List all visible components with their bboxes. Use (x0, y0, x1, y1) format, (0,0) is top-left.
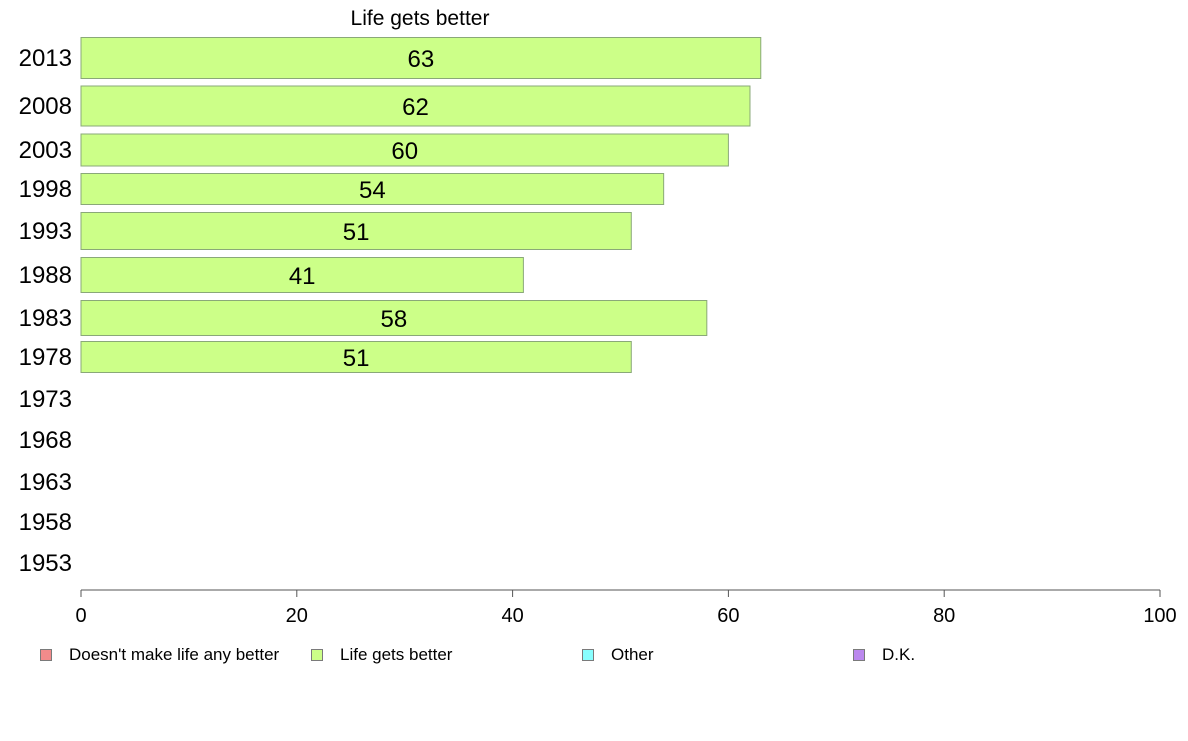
data-label-2013: 63 (408, 46, 435, 73)
legend-label: D.K. (882, 645, 916, 664)
category-label-1988: 1988 (19, 262, 72, 289)
bar-2008 (80, 85, 751, 127)
data-label-1983: 58 (381, 306, 408, 333)
data-label-2003: 60 (391, 138, 418, 165)
category-label-1968: 1968 (19, 427, 72, 454)
x-axis: 0 20 40 60 80 100 (75, 589, 1177, 627)
legend-label: Other (611, 645, 654, 664)
category-label-1953: 1953 (19, 550, 72, 577)
bar-2013 (80, 37, 762, 79)
category-label-1993: 1993 (19, 218, 72, 245)
bar-2003 (80, 133, 729, 167)
category-label-2003: 2003 (19, 137, 72, 164)
category-label-1998: 1998 (19, 176, 72, 203)
legend-swatch (40, 649, 52, 661)
bar-1983 (80, 300, 708, 336)
x-tick-label-60: 60 (717, 605, 739, 627)
legend-swatch (311, 649, 323, 661)
bar-1978 (80, 341, 632, 373)
x-tick-label-80: 80 (933, 605, 955, 627)
x-tick-label-100: 100 (1143, 605, 1176, 627)
legend-item-other: Other (582, 645, 654, 665)
bar-1993 (80, 212, 632, 250)
data-label-1988: 41 (289, 263, 316, 290)
x-tick-label-20: 20 (286, 605, 308, 627)
x-tick-label-40: 40 (501, 605, 523, 627)
category-label-1978: 1978 (19, 344, 72, 371)
legend-swatch (853, 649, 865, 661)
category-labels-layer: 2013 2008 2003 1998 1993 1988 1983 1978 1973 1968… (19, 45, 72, 577)
data-label-1998: 54 (359, 177, 386, 204)
category-label-1983: 1983 (19, 305, 72, 332)
legend-item-doesnt-make-life-better: Doesn't make life any better (40, 645, 279, 665)
data-label-2008: 62 (402, 94, 429, 121)
chart-title: Life gets better (351, 7, 490, 30)
legend-label: Life gets better (340, 645, 453, 664)
bar-1988 (80, 257, 524, 293)
category-label-2013: 2013 (19, 45, 72, 72)
category-label-2008: 2008 (19, 93, 72, 120)
x-tick-label-0: 0 (75, 605, 86, 627)
legend-swatch (582, 649, 594, 661)
legend: Doesn't make life any better Life gets b… (40, 645, 1140, 665)
data-label-1993: 51 (343, 219, 370, 246)
bar-1998 (80, 173, 665, 205)
legend-item-dk: D.K. (853, 645, 915, 665)
category-label-1973: 1973 (19, 386, 72, 413)
category-label-1963: 1963 (19, 469, 72, 496)
data-label-1978: 51 (343, 345, 370, 372)
legend-item-life-gets-better: Life gets better (311, 645, 452, 665)
legend-label: Doesn't make life any better (69, 645, 280, 664)
category-label-1958: 1958 (19, 509, 72, 536)
